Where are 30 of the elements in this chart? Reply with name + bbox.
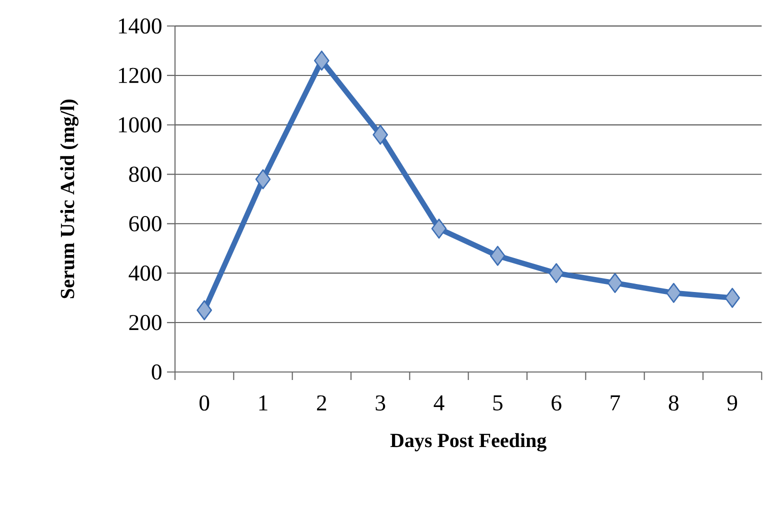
x-tick-label: 5 — [493, 395, 502, 410]
point — [666, 282, 682, 303]
point — [255, 169, 271, 190]
y-tick-label: 1200 — [118, 68, 162, 84]
x-tick-label: 9 — [727, 395, 738, 411]
x-tick-label: 1 — [259, 395, 268, 410]
x-tick-label: 0 — [200, 395, 210, 411]
point — [196, 300, 212, 320]
x-tick-label: 3 — [376, 395, 386, 411]
point — [314, 50, 330, 71]
x-tick-label: 7 — [610, 395, 620, 410]
y-axis-title: Serum Uric Acid (mg/l) — [60, 100, 78, 298]
x-tick-label: 6 — [552, 395, 562, 411]
y-tick-label: 800 — [129, 166, 162, 182]
x-tick-label: 8 — [668, 395, 678, 411]
x-tick-label: 4 — [434, 395, 444, 410]
point — [490, 246, 506, 266]
y-tick-label: 0 — [152, 364, 162, 380]
y-tick-label: 1000 — [118, 117, 162, 133]
y-tick-label: 600 — [129, 216, 162, 232]
point — [372, 124, 388, 145]
y-tick-label: 400 — [128, 265, 162, 281]
x-tick-label: 2 — [317, 395, 326, 410]
point — [548, 263, 564, 284]
point — [431, 218, 447, 239]
point — [724, 288, 740, 308]
point — [607, 273, 623, 294]
y-tick-label: 1400 — [118, 18, 162, 34]
y-tick-label: 200 — [129, 314, 162, 330]
x-axis-title: Days Post Feeding — [390, 433, 546, 452]
